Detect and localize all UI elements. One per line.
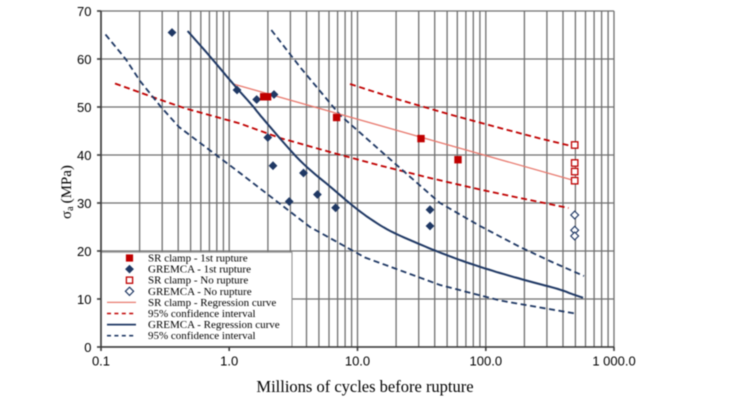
svg-text:σa (MPa): σa (MPa) [59, 165, 76, 219]
svg-text:40: 40 [77, 148, 91, 163]
svg-text:10.0: 10.0 [345, 354, 370, 369]
svg-text:95% confidence interval: 95% confidence interval [148, 308, 256, 320]
svg-text:0: 0 [84, 340, 91, 355]
svg-text:1.0: 1.0 [220, 354, 238, 369]
svg-text:30: 30 [77, 196, 91, 211]
svg-text:SR clamp - Regression curve: SR clamp - Regression curve [148, 297, 276, 309]
svg-text:1 000.0: 1 000.0 [592, 354, 635, 369]
svg-text:70: 70 [77, 4, 91, 19]
svg-text:SR clamp - 1st rupture: SR clamp - 1st rupture [148, 253, 248, 265]
svg-text:10: 10 [77, 292, 91, 307]
svg-text:60: 60 [77, 52, 91, 67]
svg-text:GREMCA - 1st rupture: GREMCA - 1st rupture [148, 264, 251, 276]
svg-text:SR clamp - No rupture: SR clamp - No rupture [148, 275, 248, 287]
svg-text:20: 20 [77, 244, 91, 259]
svg-text:100.0: 100.0 [470, 354, 503, 369]
svg-text:95% confidence interval: 95% confidence interval [148, 330, 256, 342]
svg-text:GREMCA - No rupture: GREMCA - No rupture [148, 286, 252, 298]
svg-text:50: 50 [77, 100, 91, 115]
svg-text:0.1: 0.1 [92, 354, 110, 369]
svg-text:Millions of cycles before rupt: Millions of cycles before rupture [256, 377, 473, 396]
svg-text:GREMCA - Regression curve: GREMCA - Regression curve [148, 319, 280, 331]
